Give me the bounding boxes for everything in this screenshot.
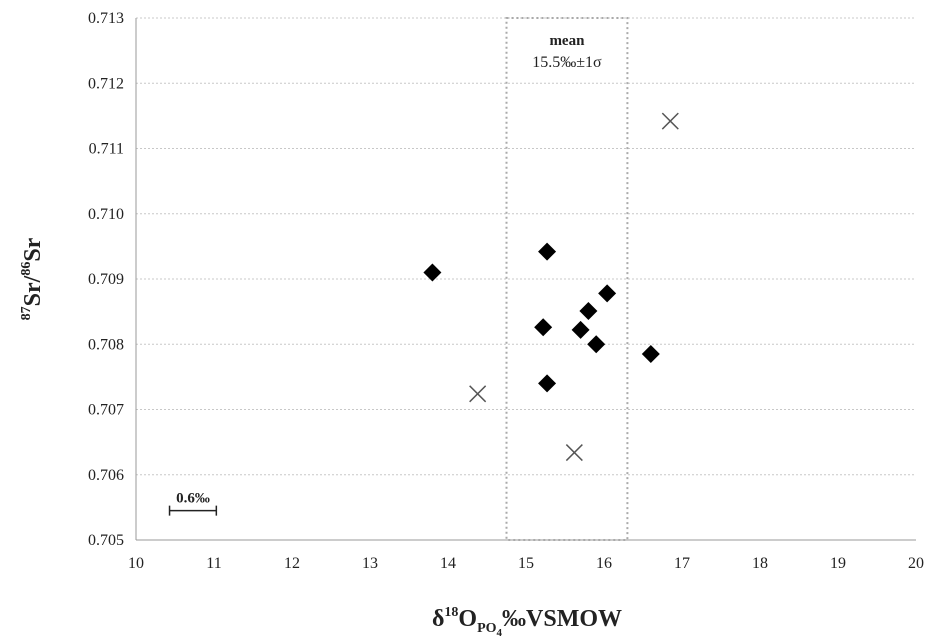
y-tick-label: 0.709 [88, 271, 124, 288]
y-axis-title: 87Sr/86Sr [19, 237, 46, 320]
diamond-point [587, 335, 606, 354]
y-tick-labels: 0.705 0.706 0.707 0.708 0.709 0.710 0.711 0.712… [88, 10, 124, 549]
x-tick-label: 19 [830, 555, 846, 572]
diamond-point [598, 284, 617, 303]
x-tick-label: 13 [362, 555, 378, 572]
x-tick-labels: 10 11 12 13 14 15 16 17 18 19 20 [128, 555, 924, 572]
y-tick-label: 0.712 [88, 75, 124, 92]
diamond-point [579, 301, 598, 320]
scale-bar-group: 0.6‰ [168, 491, 218, 516]
y-title-mid: Sr/ [20, 275, 46, 306]
mean-value-label: 15.5‰±1σ [532, 54, 602, 71]
y-tick-label: 0.710 [88, 206, 124, 223]
data-points [423, 112, 679, 462]
x-tick-label: 18 [752, 555, 768, 572]
x-title-suffix: ‰VSMOW [502, 606, 622, 632]
x-tick-label: 14 [440, 555, 456, 572]
gridlines [136, 17, 916, 476]
y-title-end: Sr [20, 237, 46, 261]
x-tick-label: 17 [674, 555, 690, 572]
y-tick-label: 0.705 [88, 532, 124, 549]
x-tick-label: 16 [596, 555, 612, 572]
x-tick-label: 15 [518, 555, 534, 572]
diamond-point [534, 318, 553, 337]
x-title-sub: PO [477, 621, 497, 636]
mean-box-group: mean 15.5‰±1σ [505, 17, 629, 541]
mean-range-box [505, 17, 629, 541]
scale-bar-label: 0.6‰ [176, 491, 210, 507]
y-title-sup2: 86 [19, 262, 34, 276]
cross-point [565, 444, 583, 462]
diamond-point [538, 242, 557, 261]
cross-point [469, 385, 487, 403]
x-title-sup: 18 [444, 605, 458, 620]
svg-text:δ18OPO4‰VSMOW: δ18OPO4‰VSMOW [432, 605, 622, 639]
svg-text:87Sr/86Sr: 87Sr/86Sr [19, 237, 46, 320]
x-title-prefix: δ [432, 606, 444, 632]
diamond-point [423, 263, 442, 282]
y-tick-label: 0.711 [89, 141, 124, 158]
axes [135, 18, 916, 541]
y-tick-label: 0.713 [88, 10, 124, 27]
x-tick-label: 11 [206, 555, 221, 572]
y-tick-label: 0.708 [88, 336, 124, 353]
mean-label: mean [549, 33, 585, 49]
x-axis-title: δ18OPO4‰VSMOW [432, 605, 622, 639]
diamond-point [641, 345, 660, 364]
y-tick-label: 0.707 [88, 402, 124, 419]
diamond-point [571, 320, 590, 339]
x-tick-label: 20 [908, 555, 924, 572]
y-tick-label: 0.706 [88, 467, 124, 484]
diamond-point [538, 374, 557, 393]
y-title-sup1: 87 [19, 306, 34, 320]
cross-point [661, 112, 679, 130]
x-title-main: O [458, 606, 477, 632]
x-title-subsub: 4 [497, 627, 503, 639]
x-tick-label: 10 [128, 555, 144, 572]
x-tick-label: 12 [284, 555, 300, 572]
